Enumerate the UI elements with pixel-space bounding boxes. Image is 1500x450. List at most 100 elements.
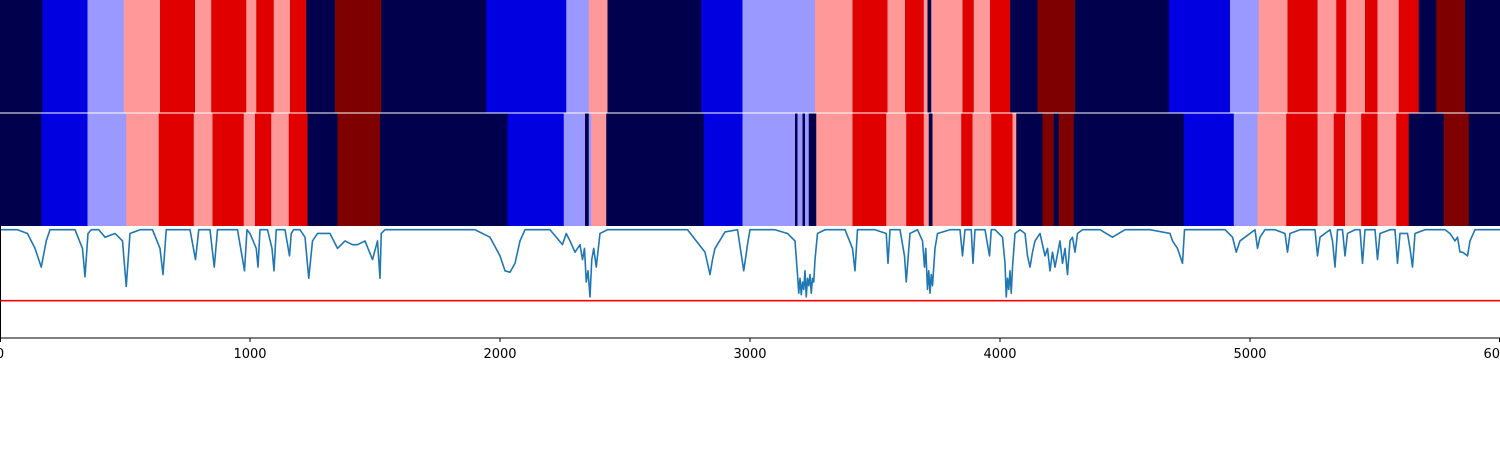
- state-segment: [991, 113, 1013, 226]
- state-segment: [1377, 113, 1397, 226]
- state-segment: [923, 113, 930, 226]
- state-segment: [158, 113, 195, 226]
- state-segment: [507, 113, 565, 226]
- state-segment: [1010, 0, 1038, 113]
- state-segment: [1377, 0, 1400, 113]
- x-tick-label: 3000: [733, 347, 766, 362]
- x-tick-label: 6000: [1483, 347, 1500, 362]
- state-segment: [1465, 0, 1500, 113]
- state-segment: [255, 113, 272, 226]
- state-segment: [742, 113, 796, 226]
- state-segment: [1365, 0, 1378, 113]
- state-segment: [886, 113, 907, 226]
- state-segment: [931, 0, 937, 113]
- state-segment: [1398, 0, 1420, 113]
- state-segment: [486, 0, 567, 113]
- state-segment: [193, 113, 213, 226]
- state-segment: [1317, 113, 1335, 226]
- state-segment: [123, 0, 161, 113]
- state-segment: [566, 0, 590, 113]
- state-segment: [936, 0, 963, 113]
- state-segment: [1346, 0, 1366, 113]
- state-segment: [1396, 113, 1410, 226]
- state-segment: [246, 0, 257, 113]
- state-segment: [1012, 113, 1017, 226]
- state-segment: [1230, 0, 1260, 113]
- state-segment: [905, 0, 925, 113]
- state-segment: [887, 0, 906, 113]
- state-segment: [212, 113, 245, 226]
- x-tick-label: 0: [0, 347, 4, 362]
- state-segment: [256, 0, 275, 113]
- state-segment: [990, 0, 1011, 113]
- state-segment: [1286, 113, 1318, 226]
- state-segment: [307, 113, 338, 226]
- state-segment: [1336, 0, 1347, 113]
- state-segment: [1037, 0, 1076, 113]
- state-segment: [1073, 113, 1185, 226]
- x-axis: 0 1000 2000 3000 4000 5000 6000: [0, 338, 1500, 362]
- state-segment: [1317, 0, 1337, 113]
- state-segment: [701, 0, 743, 113]
- state-segment: [42, 0, 88, 113]
- state-segment: [288, 113, 308, 226]
- axes-frame: [1, 226, 1500, 338]
- state-segment: [243, 113, 256, 226]
- state-segment: [337, 113, 381, 226]
- state-segment: [273, 0, 291, 113]
- state-segment: [588, 0, 608, 113]
- state-segment: [1418, 0, 1437, 113]
- state-segment: [563, 113, 586, 226]
- state-segment: [591, 113, 607, 226]
- state-segment: [211, 0, 247, 113]
- x-tick-label: 4000: [983, 347, 1016, 362]
- state-segment: [585, 113, 590, 226]
- state-segment: [0, 113, 42, 226]
- signal-line: [0, 228, 1500, 298]
- state-segment: [1075, 0, 1170, 113]
- state-segment: [1233, 113, 1258, 226]
- state-segment: [271, 113, 290, 226]
- state-segment: [972, 113, 992, 226]
- state-segment: [816, 113, 853, 226]
- state-segment: [87, 113, 127, 226]
- state-segment: [795, 113, 798, 226]
- state-segment: [1183, 113, 1235, 226]
- state-segment: [742, 0, 816, 113]
- state-segment: [703, 113, 743, 226]
- state-segment: [1016, 113, 1043, 226]
- state-segment: [41, 113, 88, 226]
- state-segment: [852, 0, 888, 113]
- state-segment: [961, 113, 973, 226]
- state-segment: [1287, 0, 1318, 113]
- state-segment: [805, 113, 810, 226]
- x-tick-label: 5000: [1233, 347, 1266, 362]
- state-segment: [962, 0, 975, 113]
- state-segment: [802, 113, 806, 226]
- state-segment: [306, 0, 336, 113]
- state-segment: [808, 113, 817, 226]
- state-segment: [1468, 113, 1500, 226]
- state-segment: [1436, 0, 1466, 113]
- state-segment: [927, 0, 932, 113]
- state-segment: [335, 0, 382, 113]
- state-segment: [0, 0, 43, 113]
- state-segment: [797, 113, 803, 226]
- state-segment: [1333, 113, 1346, 226]
- state-segment: [815, 0, 853, 113]
- state-segment: [1257, 113, 1287, 226]
- x-tick-label: 2000: [483, 347, 516, 362]
- state-tracks: [0, 0, 1500, 226]
- state-segment: [932, 113, 962, 226]
- state-segment: [1168, 0, 1231, 113]
- state-segment: [906, 113, 925, 226]
- state-segment: [1058, 113, 1075, 226]
- state-segment: [195, 0, 212, 113]
- state-segment: [852, 113, 887, 226]
- state-segment: [928, 113, 933, 226]
- state-segment: [923, 0, 928, 113]
- state-segment: [1345, 113, 1362, 226]
- state-segment: [1443, 113, 1470, 226]
- state-segment: [126, 113, 160, 226]
